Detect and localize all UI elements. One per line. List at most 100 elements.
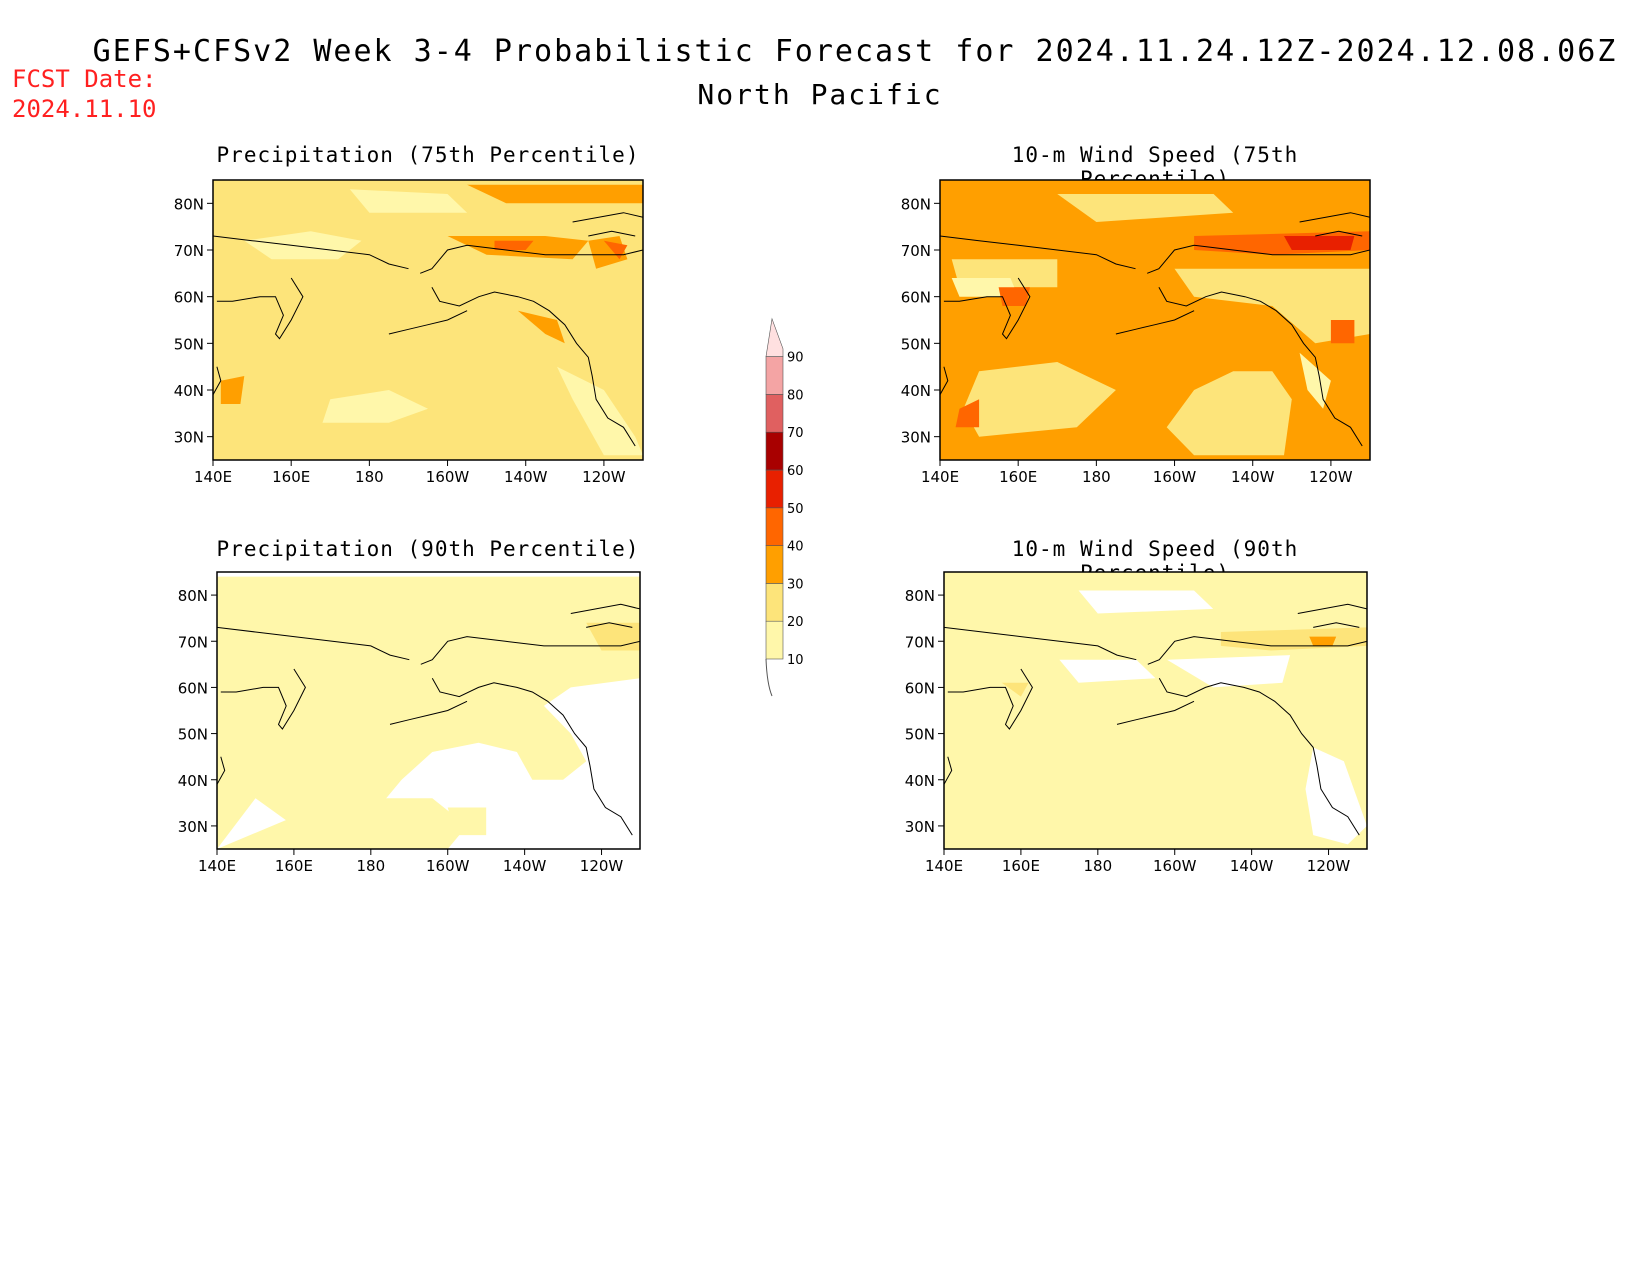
map-panel-wind75: 140E 160E 180 160W 140W 120W 80N 70N 60N 50N 40N 30…: [901, 179, 1371, 486]
probability-region: [1299, 352, 1331, 409]
lat-tick-label: 70N: [901, 242, 931, 260]
map-frame: [943, 571, 1368, 850]
probability-region: [244, 231, 362, 260]
probability-region: [467, 184, 643, 204]
coastline: [586, 622, 633, 628]
lon-tick-label: 140W: [1230, 857, 1274, 875]
lat-tick-label: 60N: [901, 289, 931, 307]
lat-tick-label: 40N: [178, 772, 208, 790]
colorbar-swatch: [765, 356, 784, 395]
colorbar-swatch: [765, 317, 784, 357]
coastline: [1116, 700, 1195, 725]
coastline: [1299, 212, 1370, 223]
coastline: [1147, 636, 1367, 665]
lon-tick-label: 120W: [1309, 468, 1353, 486]
coastline: [940, 235, 1136, 270]
map-frame: [212, 179, 644, 461]
coastline: [217, 626, 410, 661]
coastline: [213, 366, 222, 418]
probability-region: [1167, 655, 1291, 688]
probability-region: [1305, 747, 1367, 845]
coastline: [420, 636, 640, 665]
lat-tick-label: 60N: [905, 679, 935, 697]
lon-tick-label: 160E: [1002, 857, 1040, 875]
colorbar-swatch: [765, 431, 784, 471]
colorbar-label: 90: [787, 351, 804, 366]
map-frame: [216, 571, 641, 850]
colorbar: 10 20 30 40 50 60 70 80 90: [765, 317, 804, 697]
coastline: [1297, 603, 1367, 614]
coastline: [389, 700, 468, 725]
lon-tick-label: 180: [355, 468, 384, 486]
coastline: [944, 756, 953, 808]
coastline: [1158, 677, 1360, 836]
colorbar-tail: [765, 658, 773, 697]
coastline: [220, 668, 306, 730]
fcst-date-value: 2024.11.10: [12, 95, 157, 123]
lat-tick-label: 30N: [174, 429, 204, 447]
probability-region: [1001, 682, 1029, 697]
panel-title-wind75: 10-m Wind Speed (75th Percentile): [1011, 143, 1299, 191]
probability-region: [1078, 590, 1214, 614]
map-panel-wind90: 140E 160E 180 160W 140W 120W 80N 70N 60N 50N 40N 30…: [905, 571, 1368, 875]
probability-region: [349, 189, 468, 213]
lon-tick-label: 160E: [275, 857, 313, 875]
fcst-date-label: FCST Date:: [12, 65, 157, 93]
coastline: [420, 244, 643, 274]
lon-tick-label: 120W: [580, 857, 624, 875]
lat-tick-label: 50N: [905, 726, 935, 744]
probability-region: [1309, 636, 1337, 646]
coastline: [431, 677, 633, 836]
lon-tick-label: 120W: [582, 468, 626, 486]
lat-tick-label: 50N: [174, 335, 204, 353]
coastline: [944, 626, 1137, 661]
map-panel-precip75: 140E 160E 180 160W 140W 120W 80N 70N 60N 50N 40N 30…: [174, 179, 644, 486]
coastline: [572, 212, 643, 223]
coastline: [947, 668, 1033, 730]
colorbar-swatch: [765, 469, 784, 509]
lat-tick-label: 70N: [905, 633, 935, 651]
probability-region: [1330, 320, 1355, 344]
coastline: [588, 230, 636, 237]
colorbar-label: 70: [787, 426, 804, 441]
colorbar-label: 50: [787, 502, 804, 517]
coastline: [1158, 287, 1363, 447]
main-title: GEFS+CFSv2 Week 3-4 Probabilistic Foreca…: [92, 34, 1618, 69]
lat-tick-label: 40N: [901, 382, 931, 400]
lat-tick-label: 60N: [178, 679, 208, 697]
lon-tick-label: 140W: [1231, 468, 1275, 486]
coastline: [940, 366, 949, 418]
lat-tick-label: 30N: [178, 818, 208, 836]
colorbar-label: 10: [787, 653, 804, 668]
lon-tick-label: 160E: [999, 468, 1037, 486]
probability-region: [322, 390, 428, 423]
lat-tick-label: 80N: [905, 587, 935, 605]
colorbar-swatch: [765, 394, 784, 433]
colorbar-swatch: [765, 620, 784, 660]
lon-tick-label: 160W: [1153, 468, 1197, 486]
lon-tick-label: 180: [1083, 857, 1112, 875]
lat-tick-label: 30N: [901, 429, 931, 447]
colorbar-swatch: [765, 583, 784, 622]
probability-region: [1057, 194, 1234, 222]
panel-title-precip90: Precipitation (90th Percentile): [216, 537, 640, 561]
coastline: [213, 235, 409, 270]
lat-tick-label: 50N: [901, 335, 931, 353]
coastline: [1115, 310, 1195, 335]
lat-tick-label: 30N: [905, 818, 935, 836]
coastline: [1313, 622, 1360, 628]
lon-tick-label: 180: [1082, 468, 1111, 486]
lon-tick-label: 160W: [1153, 857, 1197, 875]
colorbar-label: 30: [787, 577, 804, 592]
probability-region: [517, 310, 565, 344]
lat-tick-label: 40N: [905, 772, 935, 790]
lat-tick-label: 80N: [901, 195, 931, 213]
probability-region: [447, 807, 487, 836]
probability-region: [1284, 236, 1355, 250]
lat-tick-label: 80N: [174, 195, 204, 213]
lat-tick-label: 70N: [174, 242, 204, 260]
coastline: [943, 277, 1031, 340]
probability-region: [494, 240, 534, 250]
probability-region: [963, 362, 1116, 437]
map-background: [944, 572, 1367, 849]
